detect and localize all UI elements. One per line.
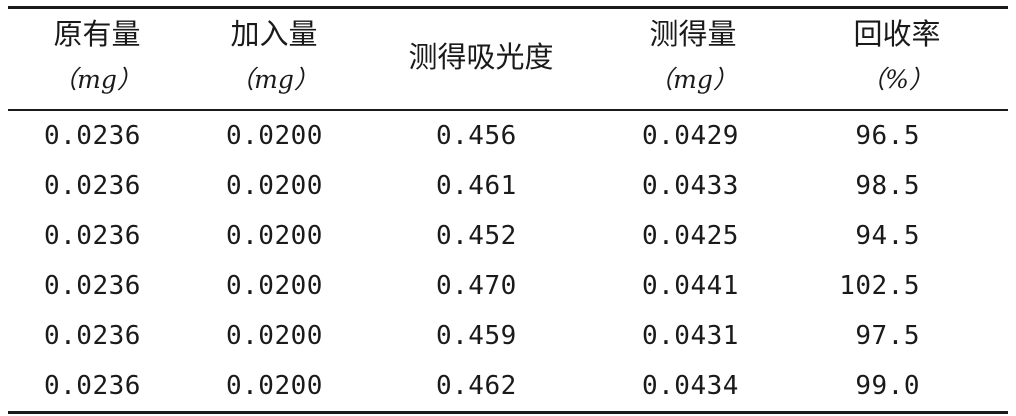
header-original-amount: 原有量 （mg） — [8, 8, 186, 111]
header-unit: （%） — [860, 65, 934, 94]
cell-recovery-rate: 102.5 — [839, 271, 920, 301]
cell-original-amount: 0.0236 — [44, 171, 141, 201]
cell-absorbance: 0.461 — [436, 171, 517, 201]
cell-recovery-rate: 97.5 — [855, 321, 920, 351]
cell-original-amount: 0.0236 — [44, 121, 141, 151]
header-measured-amount: 测得量 （mg） — [600, 8, 786, 111]
cell-original-amount: 0.0236 — [44, 221, 141, 251]
header-unit: （mg） — [648, 65, 738, 94]
table-row: 0.0236 0.0200 0.462 0.0434 99.0 — [8, 361, 1008, 413]
cell-original-amount: 0.0236 — [44, 321, 141, 351]
table-row: 0.0236 0.0200 0.470 0.0441 102.5 — [8, 261, 1008, 311]
cell-absorbance: 0.456 — [436, 121, 517, 151]
header-added-amount: 加入量 （mg） — [186, 8, 362, 111]
header-label: 加入量 — [230, 17, 318, 51]
table-row: 0.0236 0.0200 0.459 0.0431 97.5 — [8, 311, 1008, 361]
table-row: 0.0236 0.0200 0.461 0.0433 98.5 — [8, 161, 1008, 211]
cell-original-amount: 0.0236 — [44, 271, 141, 301]
cell-added-amount: 0.0200 — [226, 371, 323, 401]
cell-recovery-rate: 98.5 — [855, 171, 920, 201]
table-body: 0.0236 0.0200 0.456 0.0429 96.5 0.0236 0… — [8, 110, 1008, 413]
header-label: 回收率 — [853, 17, 941, 51]
header-label: 测得吸光度 — [408, 40, 554, 74]
header-recovery-rate: 回收率 （%） — [786, 8, 1008, 111]
recovery-table-container: 原有量 （mg） 加入量 （mg） 测得吸光度 测得量 （mg） 回收率 （%） — [8, 6, 1008, 414]
cell-measured-amount: 0.0425 — [642, 221, 739, 251]
header-absorbance: 测得吸光度 — [362, 8, 600, 111]
cell-absorbance: 0.452 — [436, 221, 517, 251]
cell-added-amount: 0.0200 — [226, 171, 323, 201]
cell-absorbance: 0.470 — [436, 271, 517, 301]
cell-recovery-rate: 94.5 — [855, 221, 920, 251]
cell-original-amount: 0.0236 — [44, 371, 141, 401]
cell-measured-amount: 0.0441 — [642, 271, 739, 301]
cell-recovery-rate: 99.0 — [855, 371, 920, 401]
cell-absorbance: 0.462 — [436, 371, 517, 401]
cell-absorbance: 0.459 — [436, 321, 517, 351]
cell-added-amount: 0.0200 — [226, 321, 323, 351]
header-label: 原有量 — [53, 17, 141, 51]
cell-measured-amount: 0.0433 — [642, 171, 739, 201]
cell-recovery-rate: 96.5 — [855, 121, 920, 151]
cell-added-amount: 0.0200 — [226, 221, 323, 251]
header-row: 原有量 （mg） 加入量 （mg） 测得吸光度 测得量 （mg） 回收率 （%） — [8, 8, 1008, 111]
header-unit: （mg） — [229, 65, 319, 94]
table-row: 0.0236 0.0200 0.452 0.0425 94.5 — [8, 211, 1008, 261]
table-row: 0.0236 0.0200 0.456 0.0429 96.5 — [8, 110, 1008, 161]
cell-added-amount: 0.0200 — [226, 121, 323, 151]
cell-measured-amount: 0.0431 — [642, 321, 739, 351]
cell-added-amount: 0.0200 — [226, 271, 323, 301]
recovery-table: 原有量 （mg） 加入量 （mg） 测得吸光度 测得量 （mg） 回收率 （%） — [8, 6, 1008, 414]
header-unit: （mg） — [52, 65, 142, 94]
header-label: 测得量 — [649, 17, 737, 51]
cell-measured-amount: 0.0434 — [642, 371, 739, 401]
cell-measured-amount: 0.0429 — [642, 121, 739, 151]
table-header: 原有量 （mg） 加入量 （mg） 测得吸光度 测得量 （mg） 回收率 （%） — [8, 7, 1008, 111]
